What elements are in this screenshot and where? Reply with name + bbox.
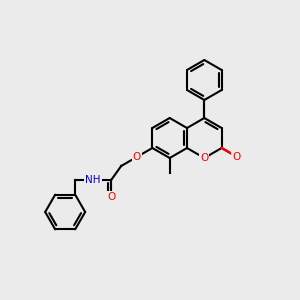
Text: O: O (232, 152, 241, 161)
Text: O: O (133, 152, 141, 162)
Text: NH: NH (85, 175, 101, 185)
Text: O: O (107, 192, 115, 202)
Text: O: O (200, 153, 208, 163)
